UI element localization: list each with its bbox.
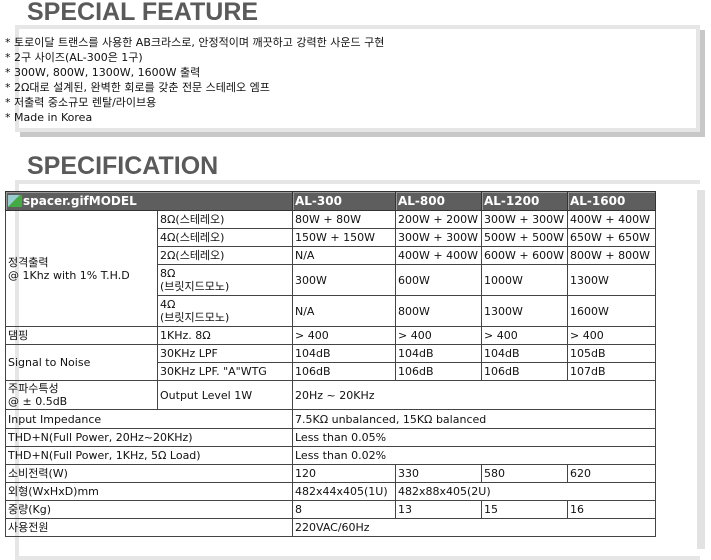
- table-row: 사용전원 220VAC/60Hz: [5, 518, 656, 537]
- table-row: THD+N(Full Power, 1KHz, 5Ω Load) Less th…: [5, 446, 656, 465]
- special-feature-title: SPECIAL FEATURE: [27, 0, 259, 26]
- table-row: Input Impedance 7.5KΩ unbalanced, 15KΩ b…: [5, 409, 656, 429]
- specification-title: SPECIFICATION: [27, 152, 219, 180]
- table-row: Signal to Noise 30KHz LPF 104dB 104dB 10…: [5, 344, 656, 381]
- table-header-row: spacer.gifMODEL AL-300 AL-800 AL-1200 AL…: [5, 191, 656, 211]
- table-row: 중량(Kg) 8 13 15 16: [5, 500, 656, 519]
- freq-label: 주파수특성 @ ± 0.5dB: [5, 380, 158, 410]
- table-row: 주파수특성 @ ± 0.5dB Output Level 1W 20Hz ~ 20…: [5, 380, 656, 410]
- table-row: 소비전력(W) 120 330 580 620: [5, 464, 656, 483]
- header-model: spacer.gifMODEL: [5, 191, 293, 211]
- feature-item: * 300W, 800W, 1300W, 1600W 출력: [5, 66, 201, 79]
- header-al-1200: AL-1200: [481, 191, 568, 211]
- header-al-1600: AL-1600: [567, 191, 656, 211]
- header-al-300: AL-300: [292, 191, 396, 211]
- feature-item: * 토로이달 트랜스를 사용한 AB크라스로, 안정적이며 깨끗하고 강력한 사…: [5, 36, 385, 49]
- feature-item: * 2구 사이즈(AL-300은 1구): [5, 51, 143, 64]
- scroll-edge: [697, 190, 705, 549]
- header-al-800: AL-800: [395, 191, 482, 211]
- feature-item: * Made in Korea: [5, 111, 93, 124]
- feature-item: * 2Ω대로 설계된, 완벽한 회로를 갖춘 전문 스테레오 엠프: [5, 81, 270, 94]
- condition-cell: 8Ω (브릿지드모노): [157, 264, 293, 296]
- table-row: 정격출력 @ 1Khz with 1% T.H.D 8Ω(스테레오) 80W + …: [5, 210, 656, 327]
- table-row: THD+N(Full Power, 20Hz~20KHz) Less than …: [5, 428, 656, 447]
- table-row: 8Ω (브릿지드모노) 300W 600W 1000W 1300W: [6, 264, 656, 296]
- feature-box: [15, 25, 700, 132]
- table-row: 2Ω(스테레오) N/A 400W + 400W 600W + 600W 800…: [6, 246, 656, 265]
- condition-cell: 4Ω (브릿지드모노): [157, 295, 293, 327]
- table-row: 외형(WxHxD)mm 482x44x405(1U) 482x88x405(2U…: [5, 482, 656, 501]
- table-row: 댐핑 1KHz. 8Ω > 400 > 400 > 400 > 400: [5, 326, 656, 345]
- rated-output-label: 정격출력 @ 1Khz with 1% T.H.D: [5, 210, 158, 327]
- broken-image-icon: [8, 194, 22, 207]
- feature-item: * 저출력 중소규모 렌탈/라이브용: [5, 96, 157, 109]
- feature-list: * 토로이달 트랜스를 사용한 AB크라스로, 안정적이며 깨끗하고 강력한 사…: [5, 35, 384, 125]
- spec-table: spacer.gifMODEL AL-300 AL-800 AL-1200 AL…: [5, 191, 656, 537]
